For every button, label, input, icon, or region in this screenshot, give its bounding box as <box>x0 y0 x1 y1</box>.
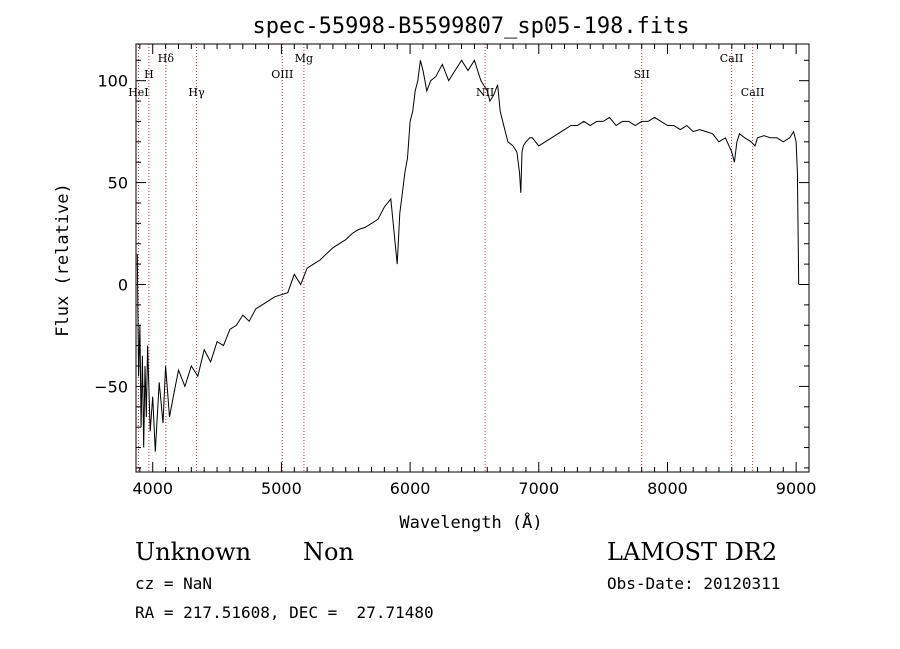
spectral-line-label: Hδ <box>158 52 175 65</box>
y-tick-label: −50 <box>94 377 128 396</box>
obs-date: Obs-Date: 20120311 <box>607 574 781 593</box>
spectral-line-label: OIII <box>271 68 293 81</box>
spectral-line-label: NII <box>476 86 494 99</box>
spectral-line-label: H <box>144 68 154 81</box>
plot-frame <box>135 43 810 473</box>
x-tick-label: 5000 <box>261 479 302 498</box>
y-tick-label: 50 <box>108 174 128 193</box>
spectrum-line <box>136 59 800 452</box>
x-tick-label: 9000 <box>776 479 817 498</box>
survey-name: LAMOST DR2 <box>607 538 778 566</box>
spectral-line-label: CaII <box>720 52 744 65</box>
spectral-line-label: Hγ <box>188 86 205 99</box>
spectral-line-label: Mg <box>295 52 313 65</box>
object-class: Unknown <box>135 538 252 566</box>
object-subclass: Non <box>303 538 354 566</box>
y-axis-label: Flux (relative) <box>53 183 73 337</box>
spectral-line-label: HeI <box>128 86 148 99</box>
x-tick-label: 4000 <box>132 479 173 498</box>
spectral-line-label: SII <box>634 68 650 81</box>
x-tick-label: 8000 <box>647 479 688 498</box>
spectral-line-label: CaII <box>741 86 765 99</box>
x-tick-label: 7000 <box>518 479 559 498</box>
ra-dec: RA = 217.51608, DEC = 27.71480 <box>135 603 434 622</box>
axis-ticks: 4000 5000 6000 7000 8000 9000 −50 0 50 100 <box>94 44 816 498</box>
x-tick-label: 6000 <box>390 479 431 498</box>
chart-title: spec-55998-B5599807_sp05-198.fits <box>252 14 689 39</box>
y-tick-label: 0 <box>118 275 128 294</box>
x-axis-label: Wavelength (Å) <box>399 511 542 533</box>
redshift-cz: cz = NaN <box>135 574 213 593</box>
y-tick-label: 100 <box>97 72 128 91</box>
